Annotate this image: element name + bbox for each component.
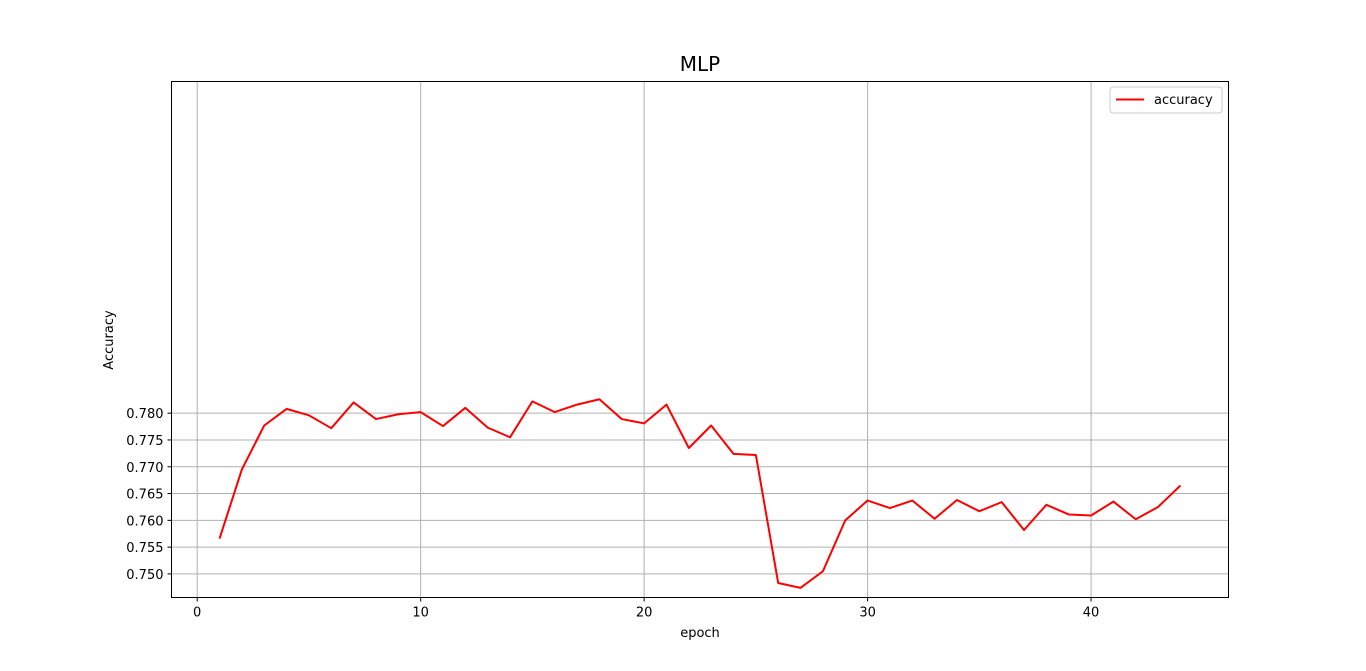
y-tick-label: 0.765 <box>126 488 163 503</box>
x-tick-label: 0 <box>193 606 201 621</box>
chart-title: MLP <box>680 52 720 76</box>
y-axis-ticks: 0.750 0.755 0.760 0.765 0.770 0.775 0.780 <box>126 407 172 583</box>
legend-label-accuracy: accuracy <box>1154 93 1213 108</box>
y-axis-label: Accuracy <box>102 310 117 370</box>
x-tick-label: 10 <box>412 606 429 621</box>
legend: accuracy <box>1109 86 1223 114</box>
series-layer <box>218 398 1182 589</box>
x-axis-ticks: 0 10 20 30 40 <box>193 597 1100 621</box>
plot-area-frame <box>171 81 1229 598</box>
y-tick-label: 0.775 <box>126 434 163 449</box>
grid <box>171 81 1229 598</box>
y-tick-label: 0.770 <box>126 461 163 476</box>
x-axis-label: epoch <box>680 626 720 641</box>
legend-box <box>1109 86 1223 114</box>
x-tick-label: 20 <box>636 606 653 621</box>
x-tick-label: 40 <box>1083 606 1100 621</box>
y-tick-label: 0.760 <box>126 514 163 529</box>
x-tick-label: 30 <box>859 606 876 621</box>
y-tick-label: 0.750 <box>126 568 163 583</box>
series-line-accuracy <box>218 398 1182 589</box>
y-tick-label: 0.780 <box>126 407 163 422</box>
y-tick-label: 0.755 <box>126 541 163 556</box>
